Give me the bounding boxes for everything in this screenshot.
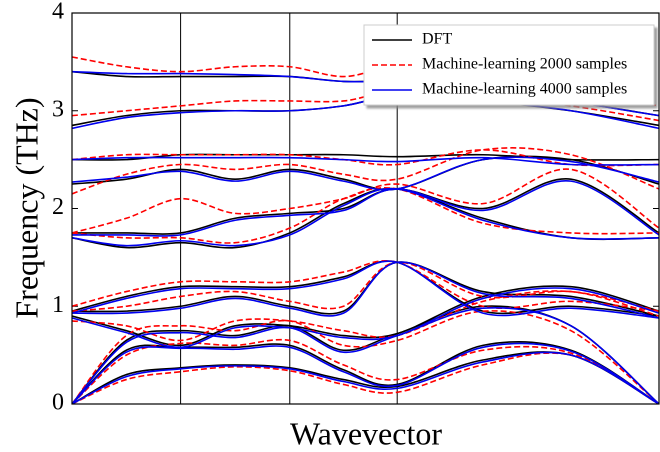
- band-line: [72, 338, 659, 404]
- band-line: [72, 260, 659, 319]
- band-line: [72, 168, 659, 234]
- band-line: [72, 261, 659, 312]
- band-line: [72, 290, 659, 342]
- band-line: [72, 261, 659, 319]
- band-line: [72, 156, 659, 191]
- legend-label: DFT: [422, 31, 452, 48]
- y-tick-label: 3: [52, 96, 64, 122]
- band-line: [72, 287, 659, 349]
- y-tick-label: 1: [52, 292, 64, 318]
- band-line: [72, 180, 659, 237]
- band-line: [72, 178, 659, 235]
- legend-label: Machine-learning 4000 samples: [422, 81, 627, 98]
- band-line: [72, 352, 659, 404]
- band-line: [72, 351, 659, 404]
- y-tick-label: 4: [52, 0, 64, 25]
- band-line: [72, 90, 659, 122]
- band-line: [72, 342, 659, 404]
- band-line: [72, 285, 659, 347]
- band-line: [72, 310, 659, 404]
- band-line: [72, 351, 659, 404]
- x-axis-label: Wavevector: [290, 415, 442, 451]
- band-line: [72, 187, 659, 249]
- band-line: [72, 260, 659, 317]
- band-line: [72, 187, 659, 244]
- plot-frame: [71, 12, 660, 405]
- y-axis-label: Frequency (THz): [8, 97, 44, 318]
- y-tick-label: 2: [52, 194, 64, 220]
- band-line: [72, 147, 659, 195]
- legend-label: Machine-learning 2000 samples: [422, 56, 627, 73]
- band-line: [72, 260, 659, 312]
- band-line: [72, 95, 659, 130]
- band-line: [72, 156, 659, 166]
- band-line: [72, 307, 659, 404]
- y-tick-label: 0: [52, 390, 64, 416]
- legend-box: [363, 24, 655, 106]
- band-line: [72, 261, 659, 317]
- band-line: [72, 187, 659, 247]
